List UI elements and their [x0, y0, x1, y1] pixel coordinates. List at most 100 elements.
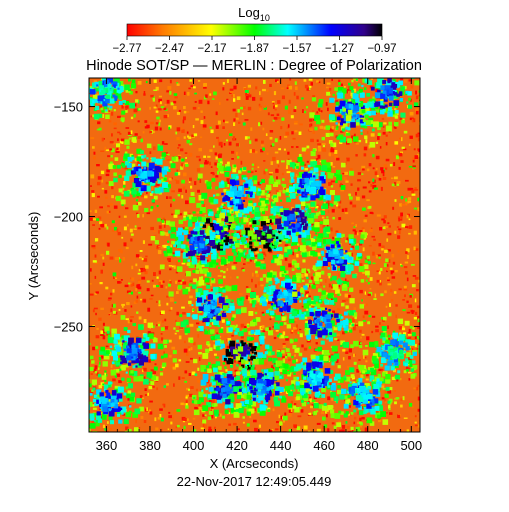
feature-speckle — [131, 189, 137, 195]
feature-speckle — [130, 352, 134, 357]
texture-speckle — [171, 346, 176, 350]
texture-speckle — [416, 348, 419, 350]
texture-speckle — [176, 127, 181, 132]
feature-speckle — [251, 300, 255, 304]
feature-speckle — [173, 156, 179, 162]
feature-speckle — [290, 210, 295, 215]
texture-speckle — [356, 196, 360, 201]
texture-speckle — [166, 114, 169, 118]
feature-speckle — [197, 173, 203, 179]
feature-speckle — [228, 191, 235, 197]
feature-speckle — [259, 297, 266, 304]
feature-speckle — [92, 404, 95, 407]
feature-speckle — [182, 288, 189, 295]
texture-speckle — [317, 154, 321, 159]
feature-speckle — [287, 292, 292, 297]
feature-speckle — [321, 119, 325, 123]
texture-speckle — [293, 330, 297, 333]
texture-speckle — [167, 283, 171, 287]
texture-speckle — [180, 250, 184, 253]
feature-speckle — [247, 191, 250, 194]
feature-speckle — [219, 221, 225, 226]
texture-speckle — [175, 426, 178, 429]
feature-speckle — [222, 287, 226, 290]
feature-speckle — [281, 280, 287, 287]
texture-speckle — [406, 300, 409, 303]
polarization-features — [89, 78, 420, 432]
feature-speckle — [322, 292, 327, 298]
texture-speckle — [380, 98, 384, 102]
feature-speckle — [310, 212, 316, 218]
texture-speckle — [400, 263, 402, 266]
texture-speckle — [303, 347, 308, 351]
texture-speckle — [118, 215, 121, 218]
texture-speckle — [182, 119, 185, 124]
texture-speckle — [368, 205, 372, 209]
texture-speckle — [233, 359, 236, 363]
feature-speckle — [284, 385, 291, 392]
texture-speckle — [339, 200, 342, 204]
texture-speckle — [295, 190, 299, 194]
texture-speckle — [97, 181, 101, 186]
texture-speckle — [91, 193, 95, 198]
texture-speckle — [379, 322, 381, 325]
feature-speckle — [126, 377, 131, 383]
feature-speckle — [265, 344, 270, 349]
texture-speckle — [271, 429, 274, 432]
feature-speckle — [162, 182, 168, 188]
feature-speckle — [219, 161, 223, 165]
texture-speckle — [181, 179, 185, 184]
texture-speckle — [277, 298, 281, 301]
texture-speckle — [197, 107, 200, 109]
texture-speckle — [332, 310, 335, 314]
texture-speckle — [335, 359, 339, 363]
texture-speckle — [92, 146, 95, 149]
texture-speckle — [394, 108, 397, 110]
texture-speckle — [188, 304, 192, 307]
feature-speckle — [269, 378, 272, 381]
feature-speckle — [227, 357, 232, 362]
texture-speckle — [263, 106, 267, 110]
texture-speckle — [93, 368, 97, 373]
feature-speckle — [272, 297, 277, 302]
texture-speckle — [264, 253, 267, 257]
texture-speckle — [302, 291, 305, 294]
texture-speckle — [214, 152, 218, 156]
texture-speckle — [288, 358, 292, 362]
texture-speckle — [145, 265, 149, 269]
feature-speckle — [92, 412, 97, 418]
feature-speckle — [115, 346, 122, 352]
feature-speckle — [195, 236, 200, 242]
feature-speckle — [278, 254, 284, 260]
texture-speckle — [182, 312, 186, 315]
texture-speckle — [188, 373, 191, 376]
feature-speckle — [176, 266, 183, 272]
texture-speckle — [293, 389, 296, 392]
texture-speckle — [202, 124, 207, 128]
texture-speckle — [161, 141, 165, 145]
feature-speckle — [223, 236, 230, 243]
texture-speckle — [146, 288, 150, 292]
texture-speckle — [288, 429, 291, 432]
texture-speckle — [368, 190, 372, 193]
texture-speckle — [204, 414, 207, 417]
texture-speckle — [183, 136, 186, 139]
texture-speckle — [190, 185, 193, 189]
feature-speckle — [270, 303, 274, 306]
feature-speckle — [253, 241, 259, 247]
texture-speckle — [417, 137, 420, 142]
texture-speckle — [151, 186, 154, 191]
feature-speckle — [266, 233, 272, 239]
feature-speckle — [206, 341, 210, 345]
texture-speckle — [380, 368, 384, 371]
feature-speckle — [243, 217, 249, 223]
feature-speckle — [249, 241, 253, 245]
feature-speckle — [253, 295, 259, 301]
texture-speckle — [166, 383, 169, 386]
texture-speckle — [353, 127, 357, 130]
feature-speckle — [111, 408, 116, 412]
feature-speckle — [245, 361, 251, 367]
feature-speckle — [226, 320, 230, 325]
texture-speckle — [269, 318, 272, 321]
feature-speckle — [234, 198, 240, 204]
